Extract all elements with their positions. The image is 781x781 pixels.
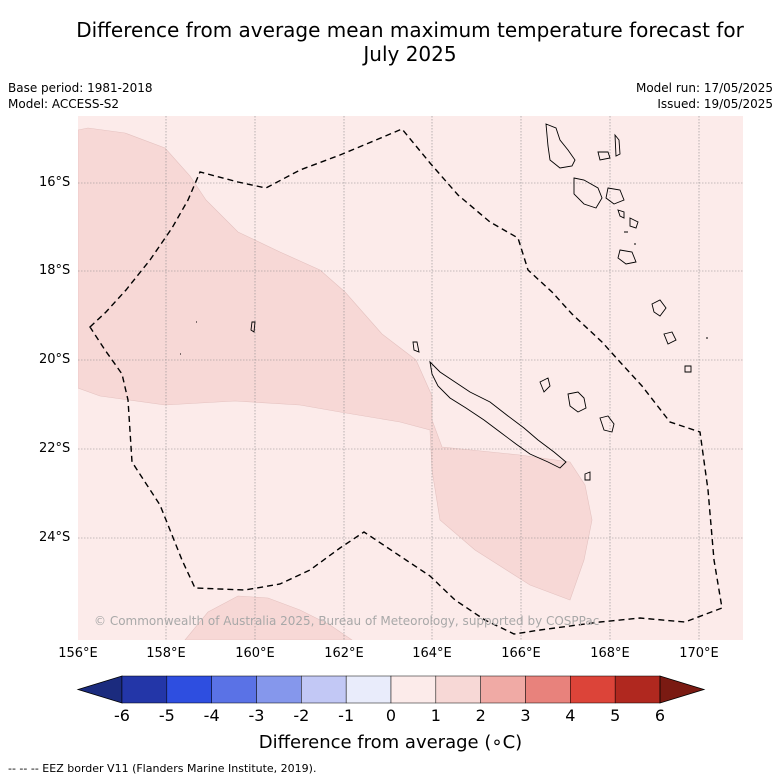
new-caledonia-outline <box>429 360 567 469</box>
anomaly-region-1-2-west <box>78 127 593 601</box>
lon-tick-166e: 166°E <box>501 646 541 661</box>
colorbar-tick-6: 0 <box>385 706 397 725</box>
lon-tick-170e: 170°E <box>679 646 719 661</box>
colorbar-bin-2 <box>211 675 257 704</box>
loyalty-islands-outline <box>539 377 615 481</box>
colorbar-tick-4: -2 <box>293 706 310 725</box>
lat-tick-16s: 16°S <box>39 175 71 190</box>
colorbar-bin-4 <box>301 675 347 704</box>
colorbar-bin-5 <box>345 675 392 704</box>
colorbar-tick-5: -1 <box>338 706 355 725</box>
colorbar-bin-11 <box>614 675 661 704</box>
colorbar-bin-7 <box>435 675 481 704</box>
lon-tick-158e: 158°E <box>146 646 186 661</box>
colorbar-title: Difference from average (∘C) <box>258 732 523 753</box>
colorbar-bin-1 <box>166 675 212 704</box>
colorbar-bin-6 <box>390 675 437 704</box>
model-text: Model: ACCESS-S2 <box>8 97 120 111</box>
colorbar-tick-1: -5 <box>158 706 175 725</box>
colorbar-tick-9: 3 <box>520 706 531 725</box>
model-run-text: Model run: 17/05/2025 <box>635 81 773 95</box>
vanuatu-outline <box>545 123 639 265</box>
colorbar-tick-3: -3 <box>248 706 265 725</box>
chart-title: Difference from average mean maximum tem… <box>0 18 781 66</box>
lat-tick-20s: 20°S <box>39 352 71 367</box>
issued-text: Issued: 19/05/2025 <box>657 97 773 111</box>
colorbar-tick-12: 6 <box>654 706 666 725</box>
lat-tick-18s: 18°S <box>39 263 71 278</box>
graticule <box>78 116 743 640</box>
lon-tick-160e: 160°E <box>235 646 275 661</box>
colorbar-bin-10 <box>570 675 616 704</box>
lon-tick-168e: 168°E <box>590 646 630 661</box>
lon-tick-164e: 164°E <box>412 646 452 661</box>
colorbar-tick-10: 4 <box>565 706 576 725</box>
colorbar-extend-low <box>76 675 123 704</box>
meta-left: Base period: 1981-2018 Model: ACCESS-S2 <box>8 80 153 112</box>
colorbar-bin-8 <box>480 675 526 704</box>
copyright-text: © Commonwealth of Australia 2025, Bureau… <box>94 614 600 628</box>
colorbar-bin-3 <box>256 675 302 704</box>
lon-tick-156e: 156°E <box>58 646 98 661</box>
anomaly-region-1-2-south <box>184 595 353 640</box>
colorbar-tick-0: -6 <box>114 706 130 725</box>
colorbar-tick-8: 2 <box>475 706 486 725</box>
meta-right: Model run: 17/05/2025 Issued: 19/05/2025 <box>636 80 773 112</box>
colorbar-tick-2: -4 <box>203 706 220 725</box>
colorbar-tick-11: 5 <box>610 706 621 725</box>
colorbar-tick-7: 1 <box>430 706 441 725</box>
chart-title-line-2: July 2025 <box>363 42 457 66</box>
colorbar <box>76 675 706 704</box>
eez-border <box>89 128 723 635</box>
eez-legend-text: -- -- -- EEZ border V11 (Flanders Marine… <box>8 762 317 775</box>
chart-title-line-1: Difference from average mean maximum tem… <box>76 18 744 42</box>
colorbar-bin-0 <box>121 675 168 704</box>
colorbar-extend-high <box>659 675 706 704</box>
lat-tick-24s: 24°S <box>39 530 71 545</box>
base-period-text: Base period: 1981-2018 <box>8 81 153 95</box>
small-islands-outline <box>180 299 708 373</box>
colorbar-bin-9 <box>525 675 571 704</box>
lon-tick-162e: 162°E <box>324 646 364 661</box>
lat-tick-22s: 22°S <box>39 441 71 456</box>
